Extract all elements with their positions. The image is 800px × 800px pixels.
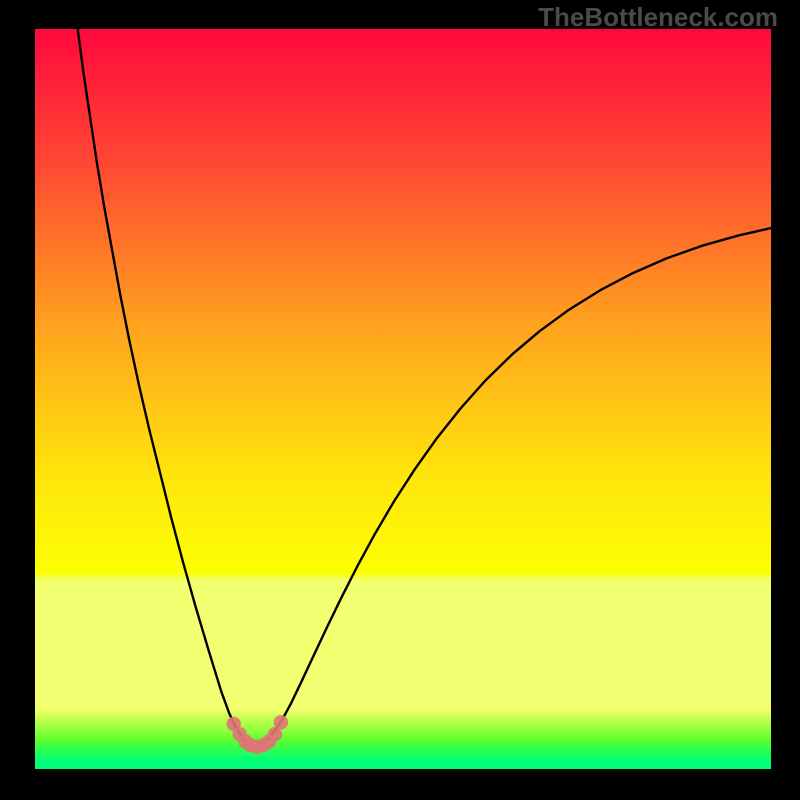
marker-dot [274, 715, 288, 729]
marker-group [227, 715, 289, 754]
chart-svg [35, 29, 771, 769]
bottleneck-curve [78, 29, 771, 745]
plot-area [35, 29, 771, 769]
watermark-text: TheBottleneck.com [538, 2, 778, 33]
